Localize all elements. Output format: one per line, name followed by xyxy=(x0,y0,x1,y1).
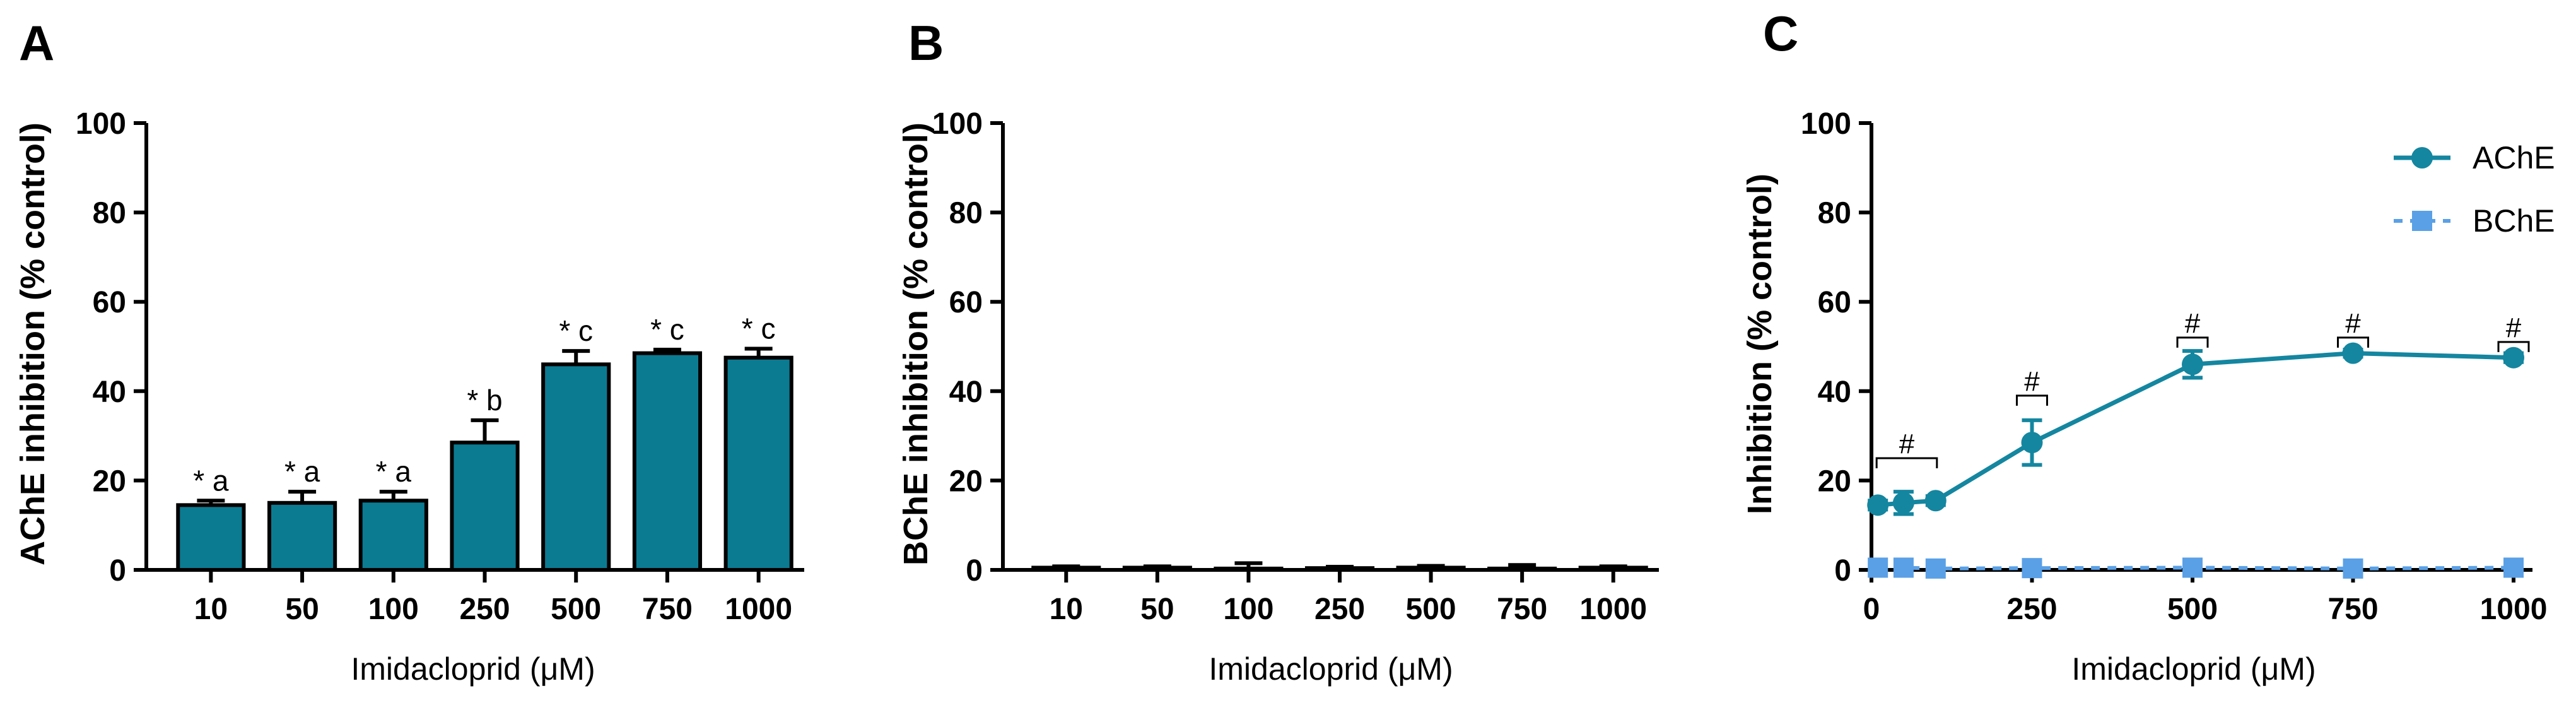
significance-bracket xyxy=(2497,341,2530,352)
y-tick-label: 60 xyxy=(1818,286,1851,319)
panel-letter-a: A xyxy=(19,15,54,71)
significance-bracket xyxy=(2337,336,2369,348)
y-tick-label: 20 xyxy=(949,464,983,498)
x-tick-label: 500 xyxy=(2167,593,2218,626)
bar xyxy=(450,441,520,572)
y-tick-label: 100 xyxy=(1801,107,1851,141)
bar xyxy=(632,351,703,572)
x-tick-label: 500 xyxy=(1406,593,1456,626)
legend-marker-ache xyxy=(2411,147,2433,169)
y-tick-label: 0 xyxy=(109,554,126,588)
y-tick-label: 0 xyxy=(966,554,983,588)
bar xyxy=(1304,566,1375,572)
x-tick-label: 100 xyxy=(368,593,419,626)
bar xyxy=(1031,565,1101,572)
y-tick-label: 100 xyxy=(76,107,126,141)
data-label: * b xyxy=(467,384,502,417)
y-tick-label: 40 xyxy=(949,376,983,409)
data-point-ache xyxy=(2342,342,2364,364)
data-label: * a xyxy=(376,455,412,488)
x-tick-label: 250 xyxy=(2006,593,2057,626)
x-tick-label: 50 xyxy=(1140,593,1174,626)
data-point-ache xyxy=(2021,432,2043,454)
x-tick-label: 1000 xyxy=(1579,593,1647,626)
significance-label: # xyxy=(2345,308,2361,339)
x-tick-label: 100 xyxy=(1223,593,1273,626)
data-point-ache xyxy=(1867,494,1889,516)
bar xyxy=(176,503,246,572)
data-point-bche xyxy=(2503,557,2524,578)
x-tick-label: 0 xyxy=(1863,593,1880,626)
bar xyxy=(1122,565,1192,572)
significance-bracket xyxy=(2176,336,2209,348)
data-point-bche xyxy=(1925,558,1946,579)
significance-label: # xyxy=(2024,366,2040,397)
data-label: * a xyxy=(284,455,320,488)
data-point-bche xyxy=(2182,557,2203,578)
x-tick-label: 50 xyxy=(285,593,319,626)
bar xyxy=(723,355,793,572)
y-tick-label: 100 xyxy=(932,107,983,141)
data-point-bche xyxy=(1893,557,1914,578)
x-tick-label: 1000 xyxy=(2480,593,2548,626)
y-tick-label: 80 xyxy=(1818,197,1851,230)
y-axis-label: BChE inhibition (% control) xyxy=(897,122,935,565)
significance-bracket xyxy=(1875,457,1938,468)
y-tick-label: 0 xyxy=(1834,554,1851,588)
data-point-ache xyxy=(2182,353,2203,376)
x-tick-label: 10 xyxy=(1050,593,1083,626)
bar xyxy=(358,499,428,572)
y-tick-label: 40 xyxy=(1818,376,1851,409)
x-tick-label: 250 xyxy=(459,593,510,626)
x-tick-label: 250 xyxy=(1314,593,1365,626)
x-axis-label: Imidacloprid (μM) xyxy=(2071,651,2315,687)
panel-letter-b: B xyxy=(908,15,944,71)
bar xyxy=(541,362,611,572)
y-tick-label: 40 xyxy=(93,376,126,409)
x-tick-label: 10 xyxy=(194,593,228,626)
y-tick-label: 80 xyxy=(93,197,126,230)
data-point-ache xyxy=(1924,490,1947,512)
panel-c: C Inhibition (% control) Imidacloprid (μ… xyxy=(1741,6,2555,687)
data-point-bche xyxy=(2022,558,2042,579)
significance-bracket xyxy=(2016,394,2048,406)
panel-letter-c: C xyxy=(1763,6,1798,61)
data-label: * a xyxy=(193,464,229,497)
significance-label: # xyxy=(1899,429,1915,459)
y-tick-label: 60 xyxy=(93,286,126,319)
legend-label: AChE xyxy=(2473,140,2555,175)
bar xyxy=(1487,566,1557,572)
x-tick-label: 750 xyxy=(2327,593,2378,626)
significance-label: # xyxy=(2506,312,2522,343)
x-axis-label: Imidacloprid (μM) xyxy=(351,651,595,687)
legend-marker-bche xyxy=(2412,211,2432,231)
x-tick-label: 750 xyxy=(642,593,693,626)
bar xyxy=(1396,565,1466,572)
y-axis-label: AChE inhibition (% control) xyxy=(14,122,52,565)
legend-label: BChE xyxy=(2473,203,2555,239)
x-tick-label: 500 xyxy=(551,593,601,626)
x-tick-label: 1000 xyxy=(725,593,792,626)
bar xyxy=(1214,566,1284,572)
y-axis-label: Inhibition (% control) xyxy=(1741,174,1779,514)
panel-b: B BChE inhibition (% control) Imidaclopr… xyxy=(897,15,1659,687)
bar xyxy=(1578,565,1648,572)
x-tick-label: 750 xyxy=(1497,593,1547,626)
y-tick-label: 20 xyxy=(1818,464,1851,498)
bar xyxy=(267,500,337,572)
y-tick-label: 20 xyxy=(93,464,126,498)
data-label: * c xyxy=(559,314,593,347)
y-tick-label: 80 xyxy=(949,197,983,230)
y-tick-label: 60 xyxy=(949,286,983,319)
data-label: * c xyxy=(742,312,776,345)
significance-label: # xyxy=(2185,308,2201,339)
data-point-ache xyxy=(2503,346,2524,369)
panel-a: A AChE inhibition (% control) Imidaclopr… xyxy=(14,15,804,687)
x-axis-label: Imidacloprid (μM) xyxy=(1209,651,1453,687)
data-point-bche xyxy=(2343,558,2363,579)
data-point-bche xyxy=(1868,557,1888,578)
data-point-ache xyxy=(1892,492,1914,514)
data-label: * c xyxy=(650,313,684,346)
